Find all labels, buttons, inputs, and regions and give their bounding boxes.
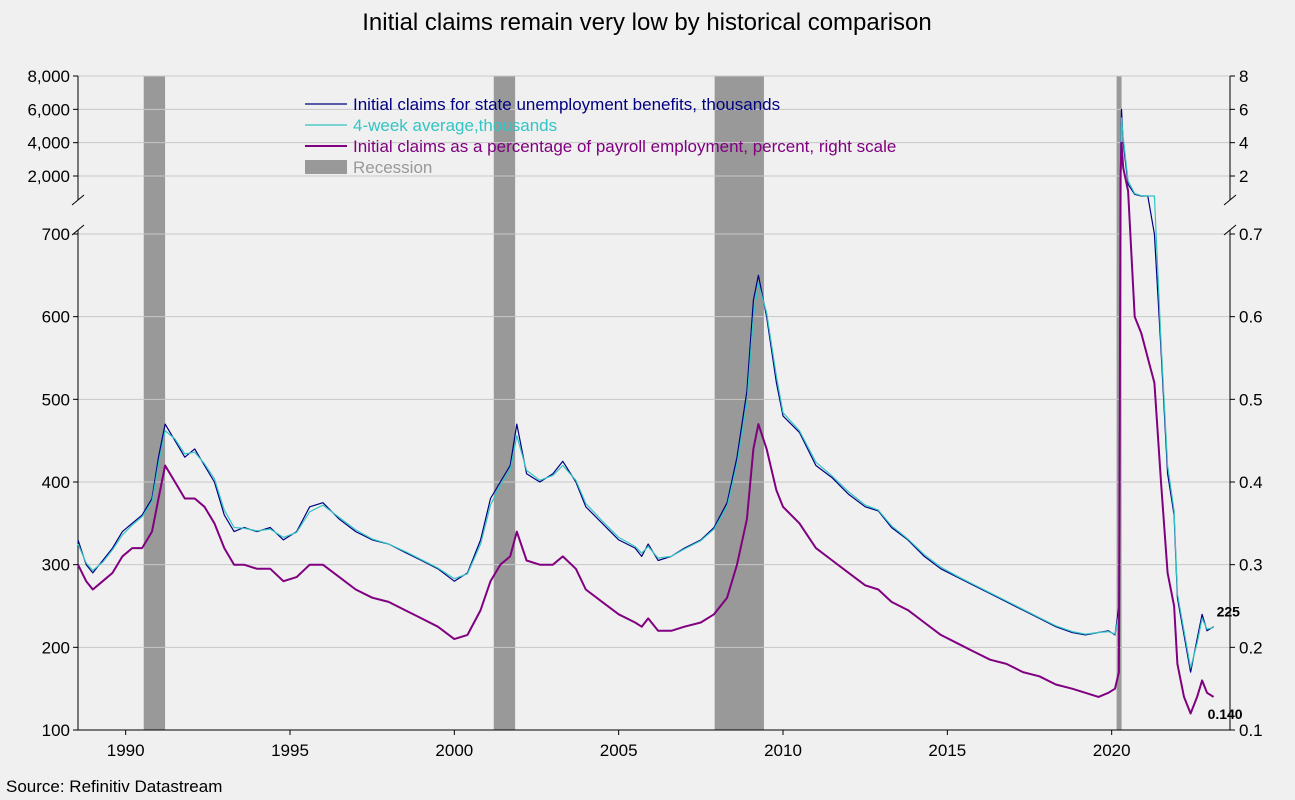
claims-end-label: 225 — [1217, 604, 1241, 620]
y-left-tick-label: 400 — [42, 473, 70, 492]
y-left-tick-label: 100 — [42, 721, 70, 740]
x-tick-label: 2000 — [435, 741, 473, 760]
legend-label-4: Recession — [353, 158, 432, 177]
y-left-tick-label: 700 — [42, 225, 70, 244]
y-left-tick-label: 200 — [42, 638, 70, 657]
percent-end-label: 0.140 — [1208, 706, 1243, 722]
recession-band — [143, 76, 166, 730]
x-tick-label: 1990 — [107, 741, 145, 760]
y-right-tick-label: 0.2 — [1239, 638, 1263, 657]
x-tick-label: 2005 — [600, 741, 638, 760]
x-tick-label: 2015 — [928, 741, 966, 760]
legend-label-2: 4-week average,thousands — [353, 116, 557, 135]
y-right-tick-label: 4 — [1239, 134, 1248, 153]
recession-band — [714, 76, 764, 730]
y-right-tick-label: 0.4 — [1239, 473, 1263, 492]
legend-label-3: Initial claims as a percentage of payrol… — [353, 137, 896, 156]
y-right-tick-label: 0.1 — [1239, 721, 1263, 740]
recession-bands — [143, 76, 1122, 730]
recession-band — [493, 76, 516, 730]
legend: Initial claims for state unemployment be… — [305, 95, 896, 177]
y-left-tick-label: 4,000 — [27, 134, 70, 153]
y-right-tick-label: 8 — [1239, 67, 1248, 86]
y-right-tick-label: 0.5 — [1239, 390, 1263, 409]
y-left-tick-label: 6,000 — [27, 100, 70, 119]
source-note: Source: Refinitiv Datastream — [6, 777, 222, 796]
y-left-tick-label: 600 — [42, 308, 70, 327]
y-left-tick-label: 500 — [42, 390, 70, 409]
axis-break-mark — [1223, 224, 1237, 236]
x-tick-label: 2010 — [764, 741, 802, 760]
gridlines — [78, 75, 1230, 731]
axis-break-mark — [1223, 194, 1237, 206]
y-left-tick-label: 300 — [42, 556, 70, 575]
legend-swatch-recession — [305, 160, 347, 174]
axis-break-mark — [71, 224, 85, 236]
axis-break-mark — [71, 194, 85, 206]
y-right-tick-label: 0.6 — [1239, 308, 1263, 327]
y-right-tick-label: 0.7 — [1239, 225, 1263, 244]
chart-title: Initial claims remain very low by histor… — [362, 9, 932, 36]
series-line-2 — [77, 117, 1214, 669]
series-lines — [77, 108, 1215, 715]
y-right-tick-label: 0.3 — [1239, 556, 1263, 575]
x-tick-label: 1995 — [271, 741, 309, 760]
y-left-tick-label: 8,000 — [27, 67, 70, 86]
y-right-tick-label: 6 — [1239, 100, 1248, 119]
end-labels: 225 0.140 — [1208, 604, 1243, 722]
y-left-tick-label: 2,000 — [27, 167, 70, 186]
tick-labels: 100 200 300 400 500 600 700 2,000 4,000 6,000 8,00… — [27, 67, 1262, 760]
series-line-1 — [77, 108, 1214, 673]
series-line-3 — [77, 141, 1215, 715]
x-tick-label: 2020 — [1093, 741, 1131, 760]
y-right-tick-label: 2 — [1239, 167, 1248, 186]
legend-label-1: Initial claims for state unemployment be… — [353, 95, 780, 114]
axes — [71, 75, 1237, 735]
